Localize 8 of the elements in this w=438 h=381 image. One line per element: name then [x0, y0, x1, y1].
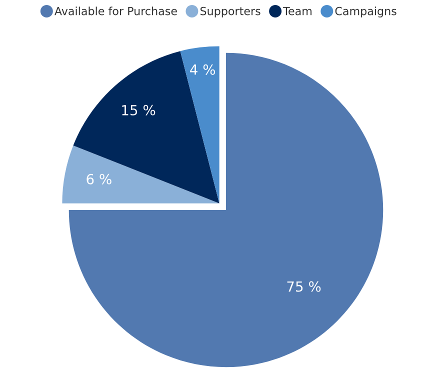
data-label: 4 %	[190, 64, 216, 75]
legend-label: Available for Purchase	[54, 6, 177, 16]
legend-label: Supporters	[200, 6, 260, 18]
data-label: 6 %	[86, 174, 112, 184]
legend-label: Team	[283, 7, 312, 16]
legend-label: Campaigns	[335, 6, 396, 18]
data-label: 15 %	[122, 104, 156, 116]
data-label: 75 %	[287, 281, 321, 292]
